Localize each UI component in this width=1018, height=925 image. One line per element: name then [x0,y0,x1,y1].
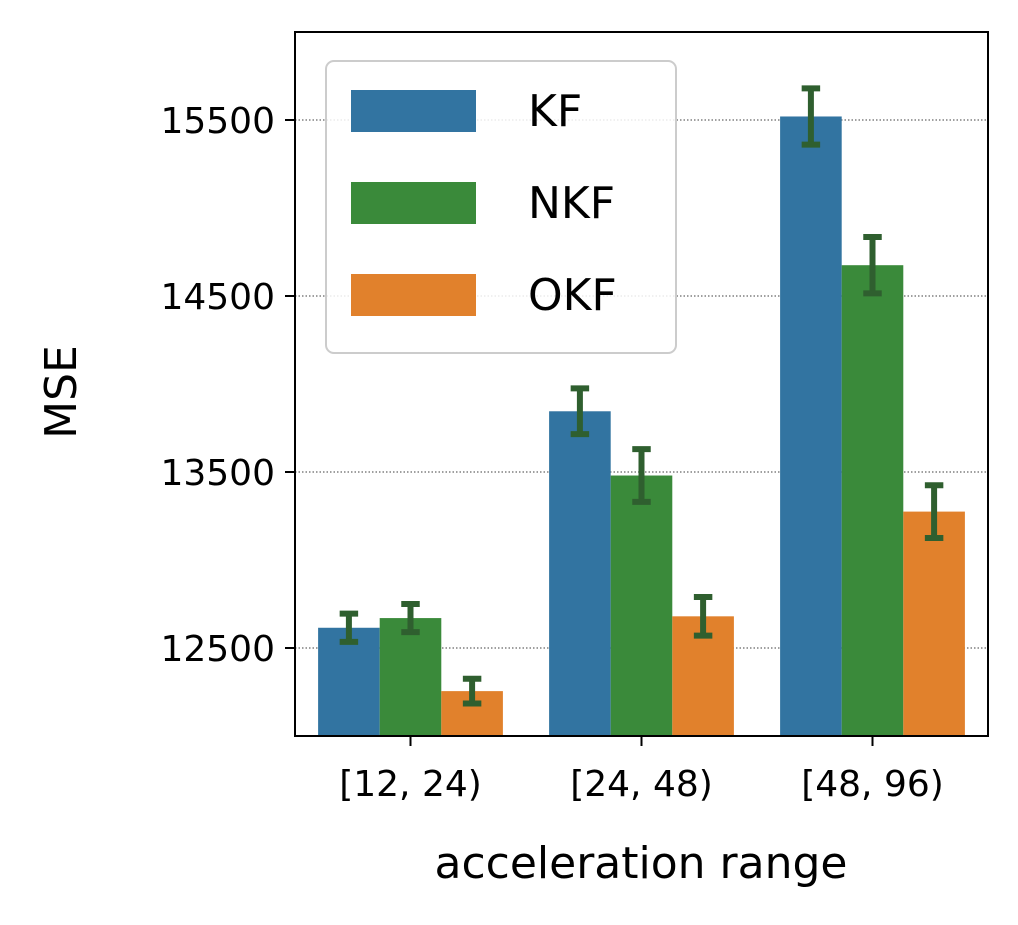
y-axis: 12500 13500 14500 15500 [160,101,295,670]
y-tick-label: 13500 [160,453,275,494]
bar-nkf [841,265,904,736]
bar-kf [780,116,842,737]
y-tick-label: 14500 [160,277,275,318]
bar-nkf [379,618,442,736]
y-axis-label: MSE [36,345,87,439]
legend-swatch-kf [351,90,476,132]
x-axis: [12, 24) [24, 48) [48, 96) [339,736,944,805]
bar-kf [318,627,380,736]
legend-label-nkf: NKF [528,178,615,229]
x-tick-label: [24, 48) [570,764,713,805]
legend-swatch-okf [351,274,476,316]
bars [318,116,965,737]
bar-nkf [610,475,673,736]
legend-swatch-nkf [351,182,476,224]
y-tick-label: 12500 [160,629,275,670]
bar-kf [549,411,611,736]
error-bars [339,85,944,707]
legend-label-okf: OKF [528,270,617,321]
legend: KF NKF OKF [325,60,677,354]
x-axis-label: acceleration range [435,838,848,889]
legend-label-kf: KF [528,86,582,137]
bar-okf [903,511,965,736]
x-tick-label: [12, 24) [339,764,482,805]
y-tick-label: 15500 [160,101,275,142]
x-tick-label: [48, 96) [801,764,944,805]
